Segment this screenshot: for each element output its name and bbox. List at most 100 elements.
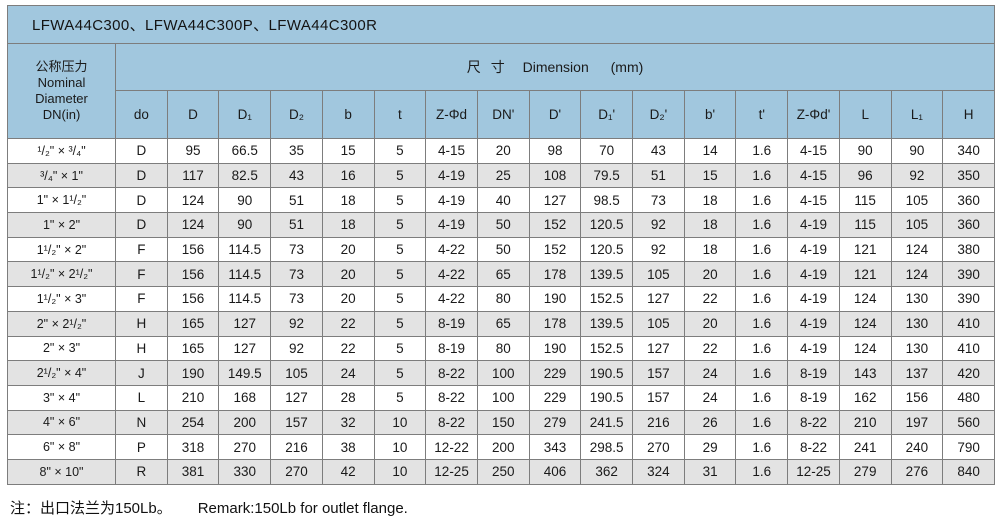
value-cell: 229	[528, 360, 582, 386]
size-cell: ³/₄" × 1"	[7, 162, 116, 189]
value-cell: 90	[838, 138, 892, 164]
value-cell: 24	[321, 360, 375, 386]
value-cell: 18	[683, 236, 737, 263]
value-cell: 90	[890, 138, 944, 164]
value-cell: 20	[683, 261, 737, 288]
value-cell: F	[115, 261, 168, 288]
value-cell: 229	[528, 384, 582, 411]
value-cell: 165	[166, 335, 220, 362]
value-cell: 156	[166, 261, 220, 288]
value-cell: 139.5	[580, 261, 634, 288]
value-cell: 157	[632, 360, 685, 386]
value-cell: 22	[683, 286, 737, 312]
value-cell: 127	[218, 335, 272, 362]
value-cell: 1.6	[735, 236, 789, 263]
column-header: D₁	[218, 90, 272, 139]
value-cell: 24	[683, 384, 737, 411]
value-cell: 127	[632, 286, 685, 312]
table-row: 3" × 4" L 210 168 127 28 5 8-22 100 229 190.5 157 24…	[7, 384, 995, 411]
value-cell: 216	[270, 434, 323, 460]
value-cell: 190	[528, 286, 582, 312]
table-row: ¹/₂" × ³/₄" D 95 66.5 35 15 5 4-15 20 98 70 43 14 1.6…	[7, 138, 995, 164]
value-cell: 22	[321, 335, 375, 362]
value-cell: 4-19	[787, 286, 840, 312]
value-cell: 4-19	[787, 335, 840, 362]
value-cell: 20	[321, 236, 375, 263]
value-cell: 90	[218, 212, 272, 238]
value-cell: 127	[218, 310, 272, 337]
table-row: ³/₄" × 1" D 117 82.5 43 16 5 4-19 25 108 79.5 51 15 1…	[7, 162, 995, 189]
column-header: D₁'	[580, 90, 634, 139]
value-cell: 8-22	[425, 384, 478, 411]
value-cell: 124	[166, 187, 220, 214]
value-cell: 18	[683, 212, 737, 238]
dimension-header: 尺寸 Dimension (mm)	[115, 43, 995, 91]
value-cell: 5	[373, 236, 427, 263]
value-cell: 1.6	[735, 212, 789, 238]
value-cell: 330	[218, 458, 272, 485]
value-cell: 130	[890, 310, 944, 337]
table-row: 1¹/₂" × 3" F 156 114.5 73 20 5 4-22 80 190 152.5 12…	[7, 286, 995, 312]
value-cell: 157	[632, 384, 685, 411]
value-cell: 92	[270, 310, 323, 337]
value-cell: 178	[528, 261, 582, 288]
size-cell: 4" × 6"	[7, 409, 116, 436]
value-cell: 390	[942, 286, 995, 312]
value-cell: 98	[528, 138, 582, 164]
value-cell: 20	[321, 286, 375, 312]
table-row: 4" × 6" N 254 200 157 32 10 8-22 150 279 241.5 216 2…	[7, 409, 995, 436]
value-cell: 4-19	[787, 261, 840, 288]
value-cell: 80	[476, 335, 530, 362]
value-cell: 124	[890, 236, 944, 263]
value-cell: 105	[632, 310, 685, 337]
value-cell: 50	[476, 212, 530, 238]
dimension-header-en: Dimension	[522, 59, 589, 75]
value-cell: 105	[270, 360, 323, 386]
value-cell: 12-22	[425, 434, 478, 460]
value-cell: 340	[942, 138, 995, 164]
value-cell: 139.5	[580, 310, 634, 337]
dimension-header-unit: (mm)	[610, 59, 644, 75]
value-cell: 162	[838, 384, 892, 411]
value-cell: 10	[373, 434, 427, 460]
value-cell: 43	[632, 138, 685, 164]
value-cell: 137	[890, 360, 944, 386]
value-cell: 152	[528, 212, 582, 238]
value-cell: 4-22	[425, 236, 478, 263]
value-cell: 8-22	[787, 409, 840, 436]
value-cell: 130	[890, 286, 944, 312]
value-cell: 114.5	[218, 261, 272, 288]
value-cell: 38	[321, 434, 375, 460]
value-cell: 105	[890, 187, 944, 214]
value-cell: 65	[476, 261, 530, 288]
value-cell: 406	[528, 458, 582, 485]
size-cell: 6" × 8"	[7, 434, 116, 460]
table-row: 1¹/₂" × 2¹/₂" F 156 114.5 73 20 5 4-22 65 178 139.…	[7, 261, 995, 288]
value-cell: 4-15	[787, 187, 840, 214]
value-cell: 152.5	[580, 335, 634, 362]
value-cell: 80	[476, 286, 530, 312]
column-header: do	[115, 90, 168, 139]
value-cell: 254	[166, 409, 220, 436]
value-cell: 105	[632, 261, 685, 288]
value-cell: 156	[166, 236, 220, 263]
value-cell: 5	[373, 360, 427, 386]
value-cell: 12-25	[425, 458, 478, 485]
value-cell: 70	[580, 138, 634, 164]
value-cell: 4-19	[425, 187, 478, 214]
value-cell: 190	[528, 335, 582, 362]
value-cell: 16	[321, 162, 375, 189]
value-cell: 18	[321, 187, 375, 214]
value-cell: 92	[890, 162, 944, 189]
value-cell: 360	[942, 212, 995, 238]
value-cell: 1.6	[735, 458, 789, 485]
table-row: 2" × 2¹/₂" H 165 127 92 22 5 8-19 65 178 139.5 105 2…	[7, 310, 995, 337]
value-cell: 115	[838, 187, 892, 214]
value-cell: 65	[476, 310, 530, 337]
value-cell: 1.6	[735, 360, 789, 386]
value-cell: 98.5	[580, 187, 634, 214]
table-body: ¹/₂" × ³/₄" D 95 66.5 35 15 5 4-15 20 98 70 43 14 1.6…	[7, 138, 995, 485]
value-cell: 82.5	[218, 162, 272, 189]
value-cell: 197	[890, 409, 944, 436]
value-cell: 790	[942, 434, 995, 460]
